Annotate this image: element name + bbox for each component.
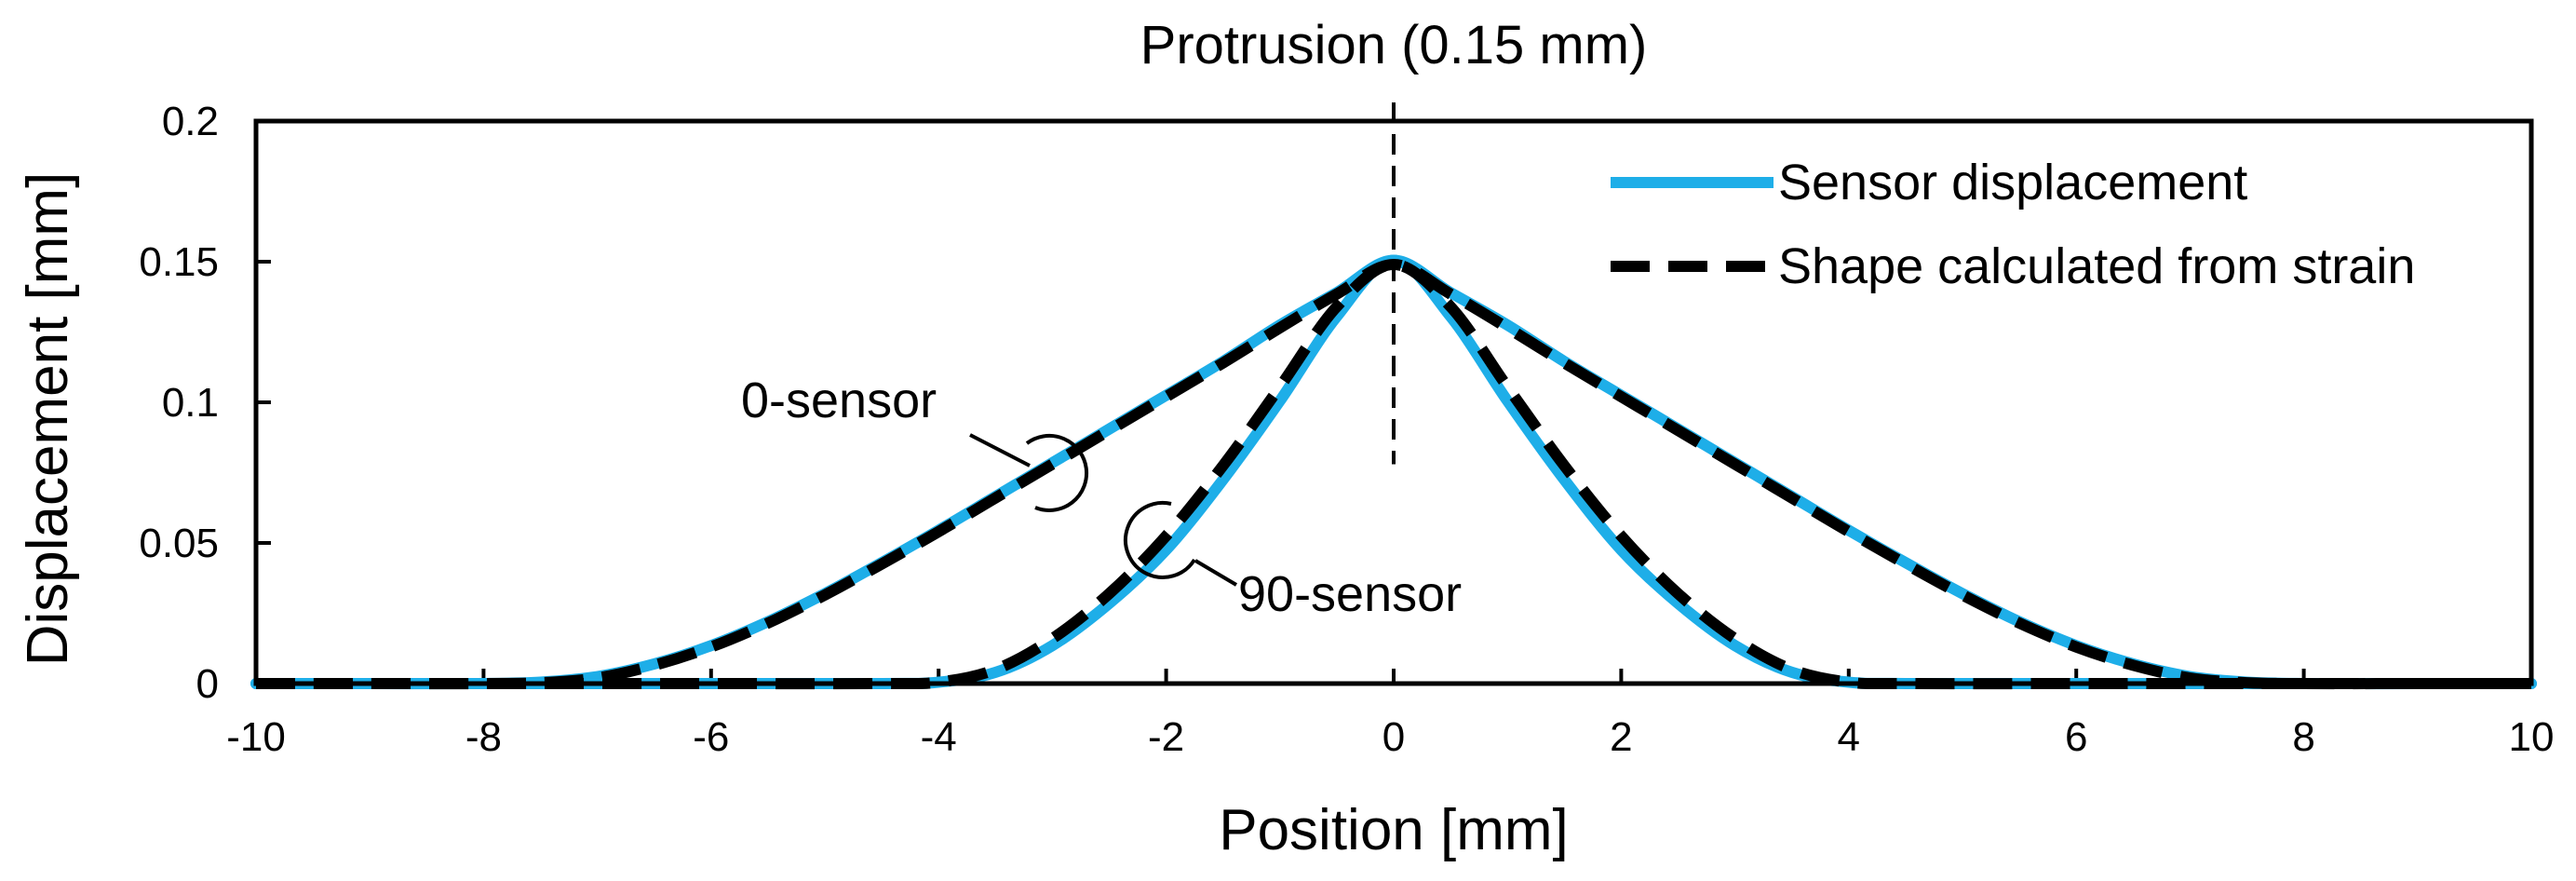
chart-title: Protrusion (0.15 mm) — [1140, 15, 1648, 75]
y-tick-labels: 0 0.05 0.1 0.15 0.2 — [139, 99, 219, 707]
x-axis-label: Position [mm] — [1219, 798, 1569, 862]
y-tick-label: 0.2 — [162, 99, 219, 144]
annotation-90-sensor-marker — [1123, 500, 1196, 579]
x-tick-label: -10 — [226, 714, 286, 760]
y-tick-label: 0.15 — [139, 239, 219, 285]
annotation-0-sensor-marker — [1025, 433, 1089, 512]
x-tick-label: -8 — [465, 714, 502, 760]
annotation-90-sensor: 90-sensor — [1123, 500, 1462, 622]
x-tick-label: 4 — [1838, 714, 1860, 760]
y-tick-label: 0.1 — [162, 380, 219, 426]
x-tick-label: 6 — [2065, 714, 2087, 760]
annotation-90-sensor-leader — [1194, 559, 1238, 587]
x-tick-label: -6 — [693, 714, 729, 760]
x-tick-label: 8 — [2292, 714, 2314, 760]
series-line-1 — [256, 259, 2531, 690]
annotation-0-sensor-label: 0-sensor — [741, 373, 937, 428]
y-tick-label: 0.05 — [139, 521, 219, 566]
annotation-90-sensor-label: 90-sensor — [1238, 566, 1462, 622]
x-tick-label: -4 — [921, 714, 957, 760]
plot-area-frame — [253, 118, 2534, 686]
y-tick-label: 0 — [196, 661, 219, 707]
legend-label-shape-from-strain: Shape calculated from strain — [1778, 238, 2415, 294]
annotation-0-sensor-leader — [969, 433, 1031, 468]
x-tick-label: 10 — [2509, 714, 2555, 760]
legend: Sensor displacement Shape calculated fro… — [1611, 155, 2415, 294]
x-tick-label: -2 — [1148, 714, 1184, 760]
y-axis-label: Displacement [mm] — [16, 172, 80, 667]
annotation-0-sensor: 0-sensor — [741, 373, 1089, 512]
x-tick-labels: -10 -8 -6 -4 -2 0 2 4 6 8 10 — [226, 714, 2554, 760]
legend-label-sensor-displacement: Sensor displacement — [1778, 155, 2247, 210]
x-tick-label: 2 — [1610, 714, 1632, 760]
x-tick-label: 0 — [1382, 714, 1405, 760]
